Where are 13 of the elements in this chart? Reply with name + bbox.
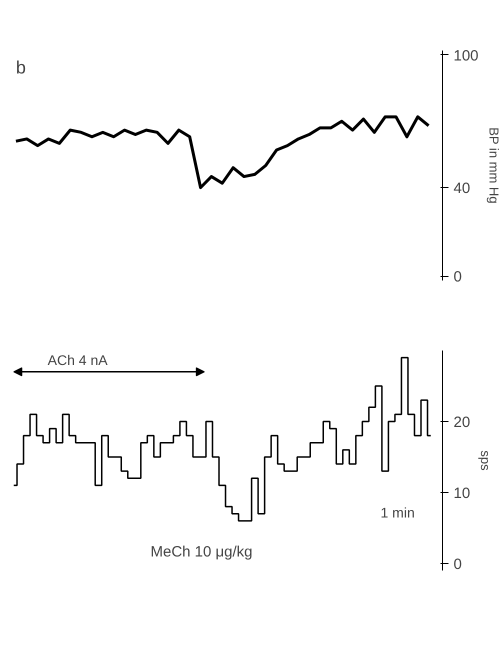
- y-axis-title: sps: [478, 450, 494, 472]
- y-axis-title: BP in mm Hg: [486, 127, 502, 204]
- line-series: [14, 115, 430, 190]
- y-tick-label: 40: [454, 180, 470, 198]
- y-tick-label: 0: [454, 268, 462, 286]
- y-tick-label: 10: [454, 484, 470, 502]
- y-tick-label: 100: [454, 47, 479, 64]
- annotation: ACh 4 nA: [48, 352, 108, 368]
- y-tick-label: 20: [454, 414, 470, 431]
- annotation: MeCh 10 μg/kg: [150, 544, 253, 560]
- annotation: 1 min: [380, 504, 415, 520]
- y-tick-label: 0: [454, 556, 462, 573]
- annotation: b: [16, 58, 26, 78]
